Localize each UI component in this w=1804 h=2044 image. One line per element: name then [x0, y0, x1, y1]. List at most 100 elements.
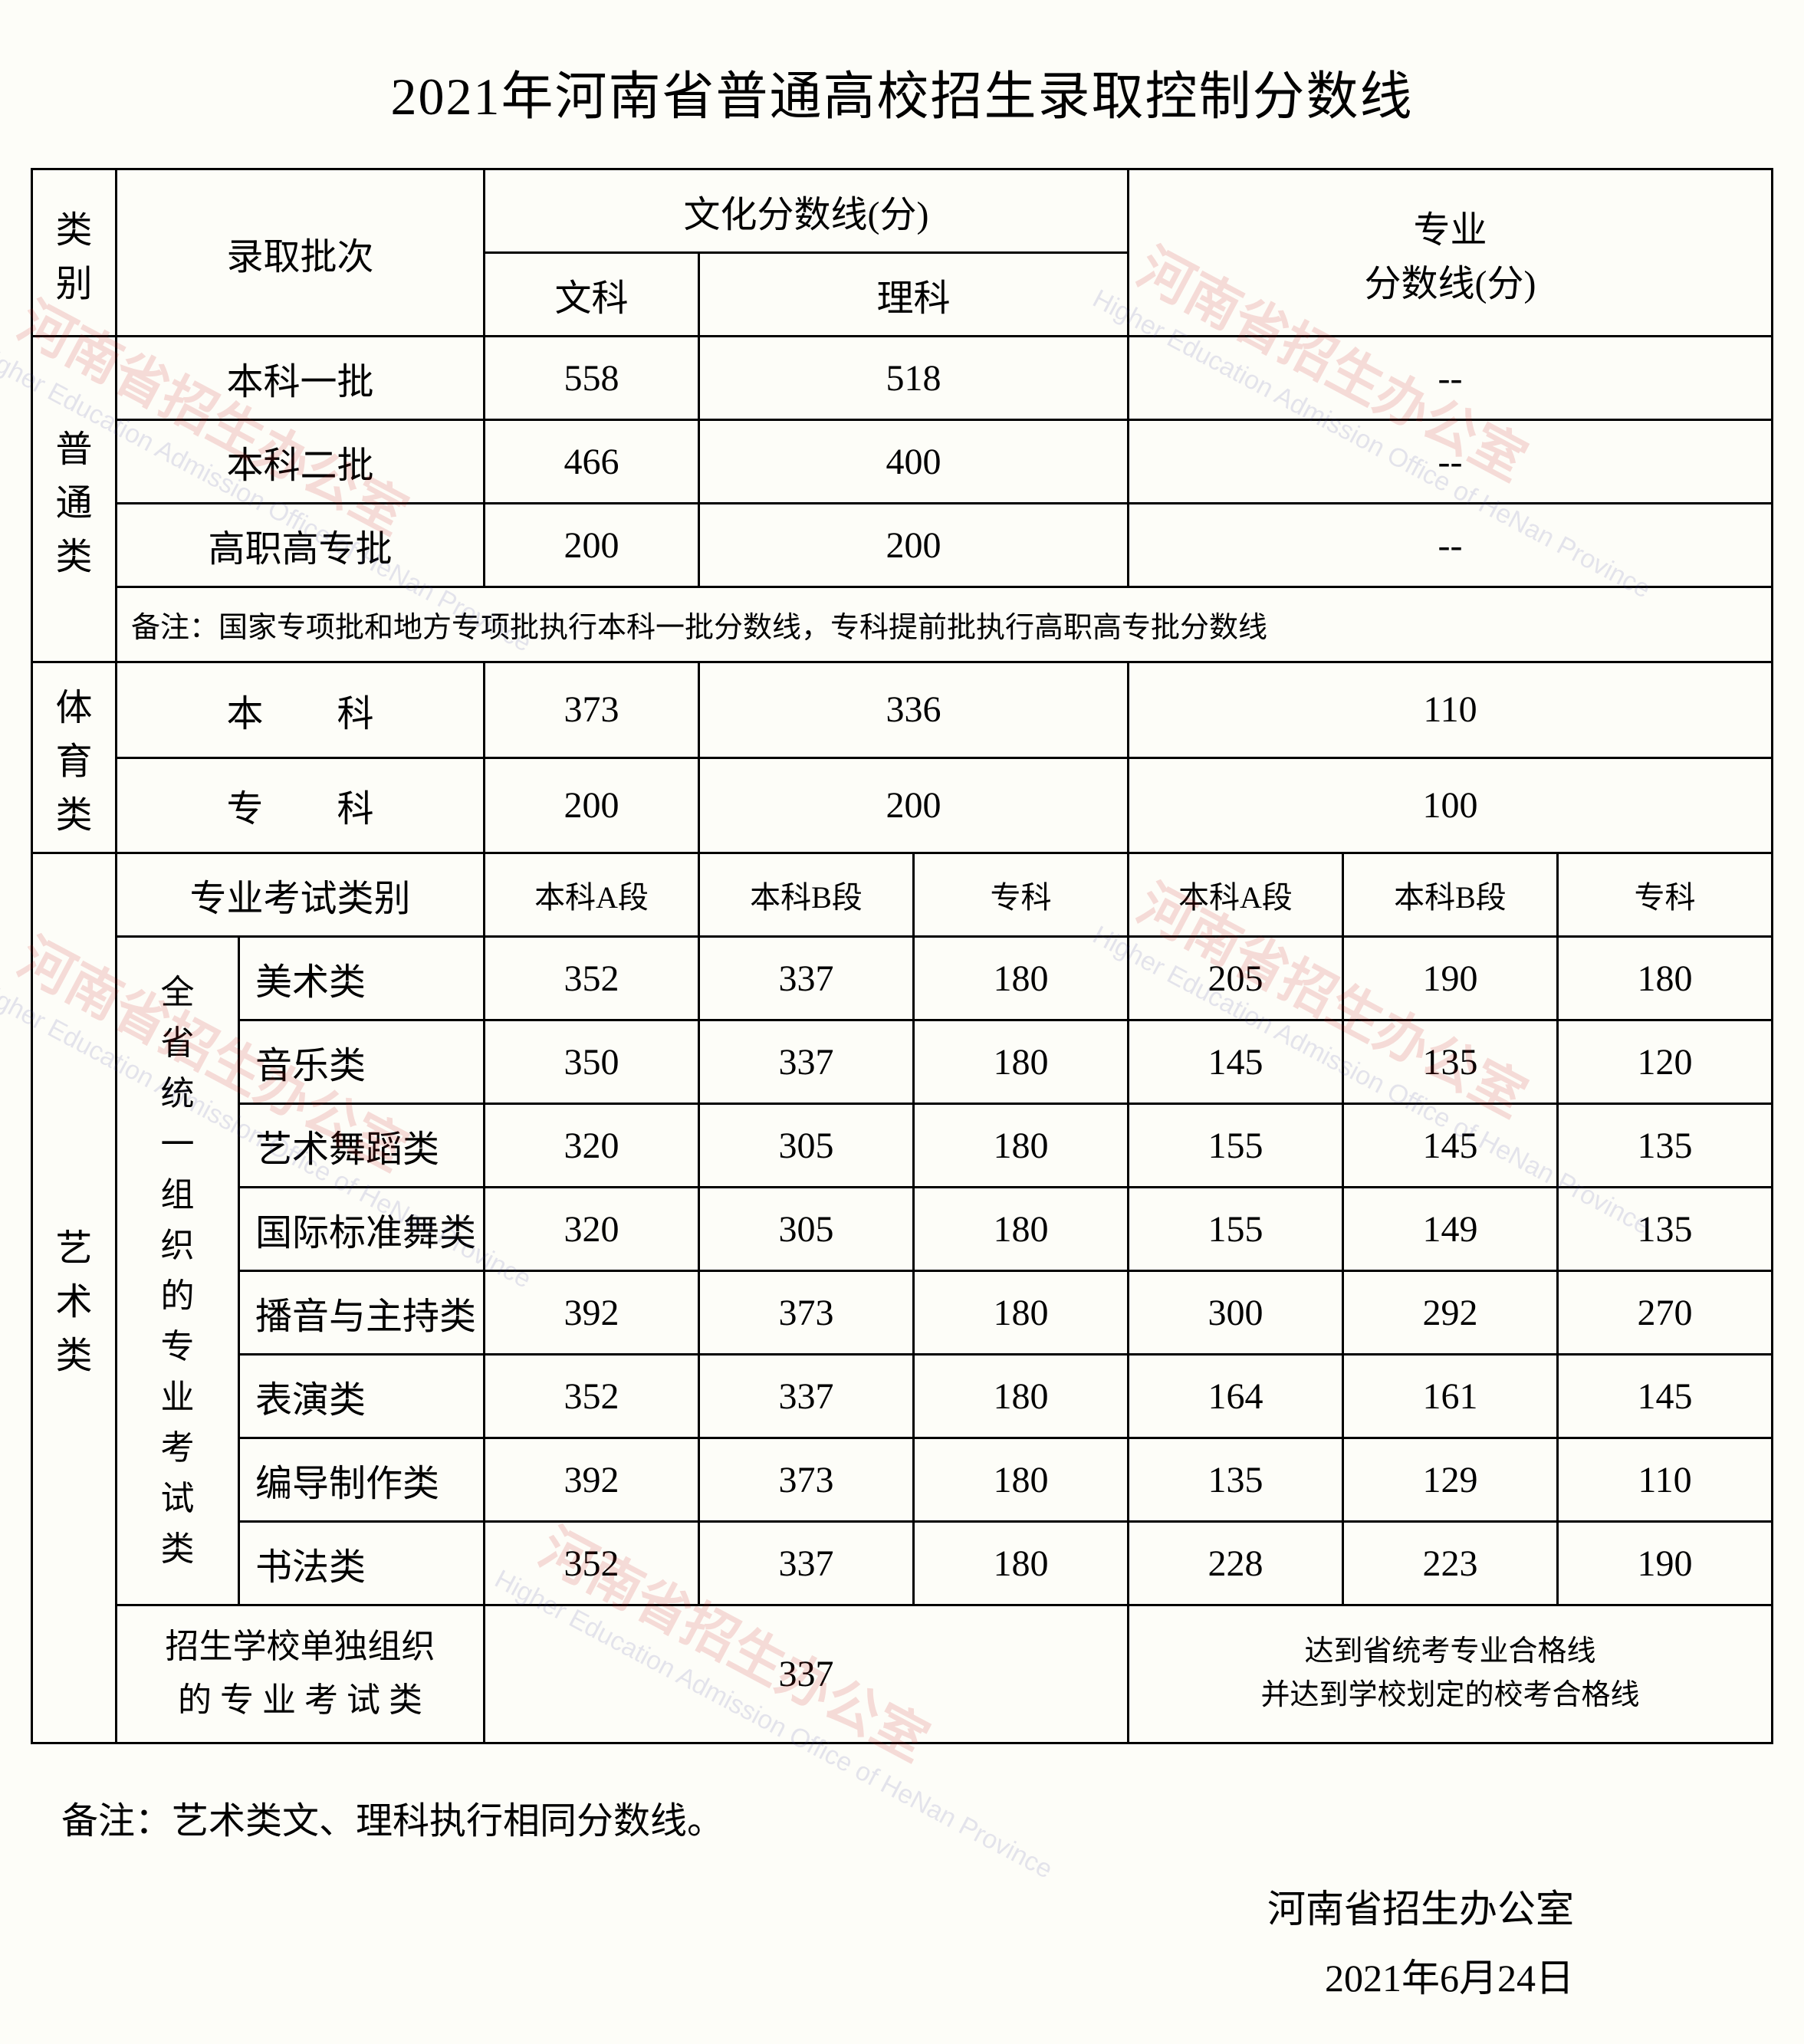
general-row: 本科二批 466 400 --	[32, 420, 1773, 504]
score-cell: 400	[699, 420, 1129, 504]
score-cell: 190	[1342, 937, 1557, 1020]
score-cell: 190	[1557, 1522, 1772, 1605]
art-independent-row: 招生学校单独组织的 专 业 考 试 类 337 达到省统考专业合格线并达到学校划…	[32, 1605, 1773, 1743]
score-cell: 180	[913, 937, 1128, 1020]
score-cell: 145	[1557, 1355, 1772, 1438]
score-cell: 352	[485, 937, 699, 1020]
score-cell: 337	[699, 1020, 914, 1104]
header-row: 类别 录取批次 文化分数线(分) 专业分数线(分)	[32, 169, 1773, 253]
score-cell: 352	[485, 1522, 699, 1605]
art-row: 艺术舞蹈类 320 305 180 155 145 135	[32, 1104, 1773, 1188]
score-cell: 180	[913, 1271, 1128, 1355]
score-cell: 466	[485, 420, 699, 504]
score-cell: 135	[1557, 1188, 1772, 1271]
art-name: 艺术舞蹈类	[239, 1104, 485, 1188]
score-cell: 305	[699, 1104, 914, 1188]
score-cell: 337	[699, 937, 914, 1020]
art-name: 编导制作类	[239, 1438, 485, 1522]
general-row: 高职高专批 200 200 --	[32, 504, 1773, 587]
score-cell: 336	[699, 662, 1129, 758]
signature-org: 河南省招生办公室	[31, 1875, 1574, 1944]
score-cell: 149	[1342, 1188, 1557, 1271]
header-category: 类别	[32, 169, 117, 337]
score-cell: 180	[913, 1355, 1128, 1438]
score-cell: 200	[699, 757, 1129, 853]
score-cell: 100	[1128, 757, 1772, 853]
batch-cell: 本 科	[117, 662, 485, 758]
sports-row: 专 科 200 200 100	[32, 757, 1773, 853]
score-cell: 350	[485, 1020, 699, 1104]
art-row: 全省统一组织的专业考试类 美术类 352 337 180 205 190 180	[32, 937, 1773, 1020]
art-row: 书法类 352 337 180 228 223 190	[32, 1522, 1773, 1605]
header-science: 理科	[699, 253, 1129, 337]
art-col-header: 本科A段	[1128, 853, 1342, 937]
batch-cell: 专 科	[117, 757, 485, 853]
header-liberal: 文科	[485, 253, 699, 337]
art-col-header: 本科A段	[485, 853, 699, 937]
score-cell: 135	[1128, 1438, 1342, 1522]
art-independent-label: 招生学校单独组织的 专 业 考 试 类	[117, 1605, 485, 1743]
art-name: 播音与主持类	[239, 1271, 485, 1355]
art-col-header: 专科	[913, 853, 1128, 937]
score-cell: 145	[1342, 1104, 1557, 1188]
art-name: 国际标准舞类	[239, 1188, 485, 1271]
art-name: 音乐类	[239, 1020, 485, 1104]
score-cell: 200	[485, 504, 699, 587]
score-cell: 392	[485, 1438, 699, 1522]
page-title: 2021年河南省普通高校招生录取控制分数线	[31, 54, 1773, 130]
score-cell: 205	[1128, 937, 1342, 1020]
score-cell: 558	[485, 337, 699, 420]
score-cell: 200	[699, 504, 1129, 587]
score-cell: 200	[485, 757, 699, 853]
art-row: 音乐类 350 337 180 145 135 120	[32, 1020, 1773, 1104]
sports-row: 体育类 本 科 373 336 110	[32, 662, 1773, 758]
score-cell: 145	[1128, 1020, 1342, 1104]
score-table: 类别 录取批次 文化分数线(分) 专业分数线(分) 文科 理科 普通类 本科一批…	[31, 168, 1773, 1744]
header-culture: 文化分数线(分)	[485, 169, 1129, 253]
art-col-header: 专科	[1557, 853, 1772, 937]
score-cell: 270	[1557, 1271, 1772, 1355]
score-cell: 180	[913, 1438, 1128, 1522]
score-cell: 180	[913, 1188, 1128, 1271]
score-cell: 373	[699, 1271, 914, 1355]
score-cell: 337	[699, 1522, 914, 1605]
general-label: 普通类	[32, 337, 117, 662]
score-cell: 392	[485, 1271, 699, 1355]
art-independent-note: 达到省统考专业合格线并达到学校划定的校考合格线	[1128, 1605, 1772, 1743]
general-note-row: 备注：国家专项批和地方专项批执行本科一批分数线，专科提前批执行高职高专批分数线	[32, 587, 1773, 662]
score-cell: --	[1128, 420, 1772, 504]
score-cell: 155	[1128, 1188, 1342, 1271]
score-cell: 164	[1128, 1355, 1342, 1438]
art-unified-label: 全省统一组织的专业考试类	[117, 937, 239, 1605]
score-cell: 180	[913, 1020, 1128, 1104]
score-cell: 518	[699, 337, 1129, 420]
score-cell: 373	[485, 662, 699, 758]
score-cell: 352	[485, 1355, 699, 1438]
art-row: 编导制作类 392 373 180 135 129 110	[32, 1438, 1773, 1522]
score-cell: 135	[1557, 1104, 1772, 1188]
art-row: 国际标准舞类 320 305 180 155 149 135	[32, 1188, 1773, 1271]
art-name: 表演类	[239, 1355, 485, 1438]
art-independent-score: 337	[485, 1605, 1129, 1743]
header-major: 专业分数线(分)	[1128, 169, 1772, 337]
batch-cell: 本科一批	[117, 337, 485, 420]
signature-block: 河南省招生办公室 2021年6月24日	[31, 1875, 1773, 2013]
score-cell: 305	[699, 1188, 914, 1271]
score-cell: --	[1128, 504, 1772, 587]
score-cell: 135	[1342, 1020, 1557, 1104]
score-cell: 180	[1557, 937, 1772, 1020]
sports-label: 体育类	[32, 662, 117, 853]
score-cell: 180	[913, 1104, 1128, 1188]
score-cell: 110	[1557, 1438, 1772, 1522]
score-cell: 300	[1128, 1271, 1342, 1355]
batch-cell: 高职高专批	[117, 504, 485, 587]
art-row: 表演类 352 337 180 164 161 145	[32, 1355, 1773, 1438]
art-row: 播音与主持类 392 373 180 300 292 270	[32, 1271, 1773, 1355]
art-name: 美术类	[239, 937, 485, 1020]
art-col-header: 本科B段	[699, 853, 914, 937]
bottom-note: 备注：艺术类文、理科执行相同分数线。	[61, 1790, 1773, 1844]
score-cell: 161	[1342, 1355, 1557, 1438]
score-cell: 223	[1342, 1522, 1557, 1605]
score-cell: 180	[913, 1522, 1128, 1605]
header-batch: 录取批次	[117, 169, 485, 337]
